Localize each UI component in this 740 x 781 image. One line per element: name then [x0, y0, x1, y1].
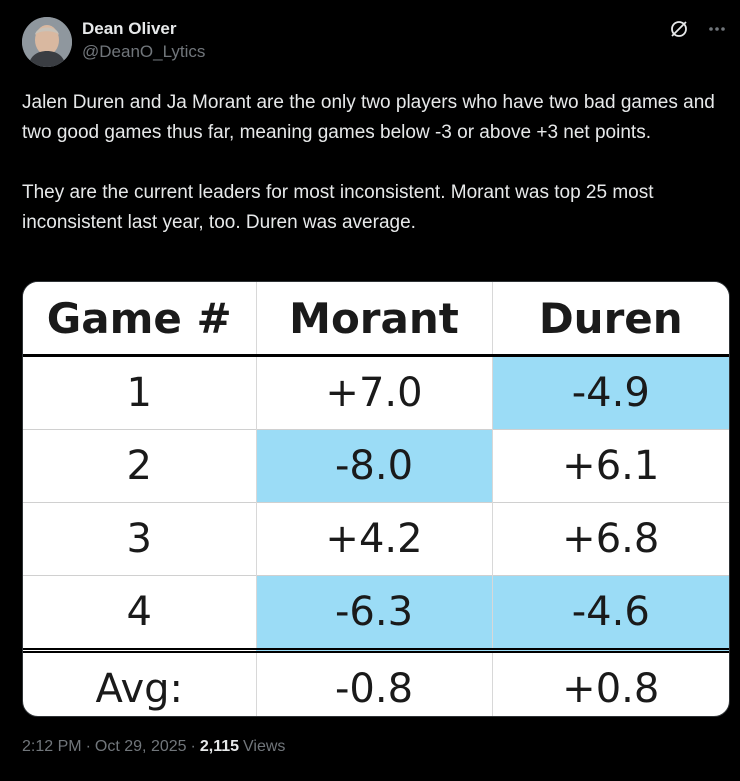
- header-game: Game #: [23, 282, 256, 357]
- meta-separator: ·: [85, 738, 91, 755]
- table-header-row: Game # Morant Duren: [23, 282, 729, 357]
- views-count[interactable]: 2,115: [199, 738, 240, 755]
- table-row: 1 +7.0 -4.9: [23, 355, 729, 430]
- grok-icon[interactable]: [668, 18, 690, 40]
- header-morant: Morant: [255, 282, 492, 357]
- table-row: 2 -8.0 +6.1: [23, 429, 729, 503]
- cell-game: 4: [23, 575, 256, 651]
- cell-avg-morant: -0.8: [255, 648, 492, 716]
- tweet-meta: 2:12 PM · Oct 29, 2025 · 2,115 Views: [22, 738, 285, 756]
- cell-game: 3: [23, 502, 256, 576]
- cell-duren: -4.6: [491, 575, 729, 651]
- more-icon[interactable]: [706, 18, 728, 40]
- cell-avg-label: Avg:: [23, 648, 256, 716]
- cell-morant: +4.2: [255, 502, 492, 576]
- tweet-actions: [668, 18, 728, 40]
- stats-table: Game # Morant Duren 1 +7.0 -4.9 2 -8.0 +…: [23, 282, 729, 716]
- table-row: 3 +4.2 +6.8: [23, 502, 729, 576]
- table-avg-row: Avg: -0.8 +0.8: [23, 648, 729, 716]
- tweet-time[interactable]: 2:12 PM: [22, 738, 82, 755]
- cell-morant: -6.3: [255, 575, 492, 651]
- header-duren: Duren: [491, 282, 729, 357]
- tweet-date[interactable]: Oct 29, 2025: [94, 738, 187, 755]
- tweet-text: Jalen Duren and Ja Morant are the only t…: [22, 92, 715, 233]
- cell-game: 1: [23, 355, 256, 430]
- display-name[interactable]: Dean Oliver: [82, 19, 177, 38]
- media-image[interactable]: Game # Morant Duren 1 +7.0 -4.9 2 -8.0 +…: [22, 281, 730, 717]
- meta-separator: ·: [190, 738, 196, 755]
- avatar[interactable]: [22, 17, 72, 67]
- cell-morant: +7.0: [255, 355, 492, 430]
- cell-duren: +6.1: [491, 429, 729, 503]
- table-row: 4 -6.3 -4.6: [23, 575, 729, 651]
- cell-duren: -4.9: [491, 355, 729, 430]
- cell-duren: +6.8: [491, 502, 729, 576]
- cell-avg-duren: +0.8: [491, 648, 729, 716]
- views-label: Views: [243, 738, 286, 755]
- cell-game: 2: [23, 429, 256, 503]
- handle[interactable]: @DeanO_Lytics: [82, 42, 206, 61]
- author-block: Dean Oliver @DeanO_Lytics: [82, 18, 205, 64]
- cell-morant: -8.0: [255, 429, 492, 503]
